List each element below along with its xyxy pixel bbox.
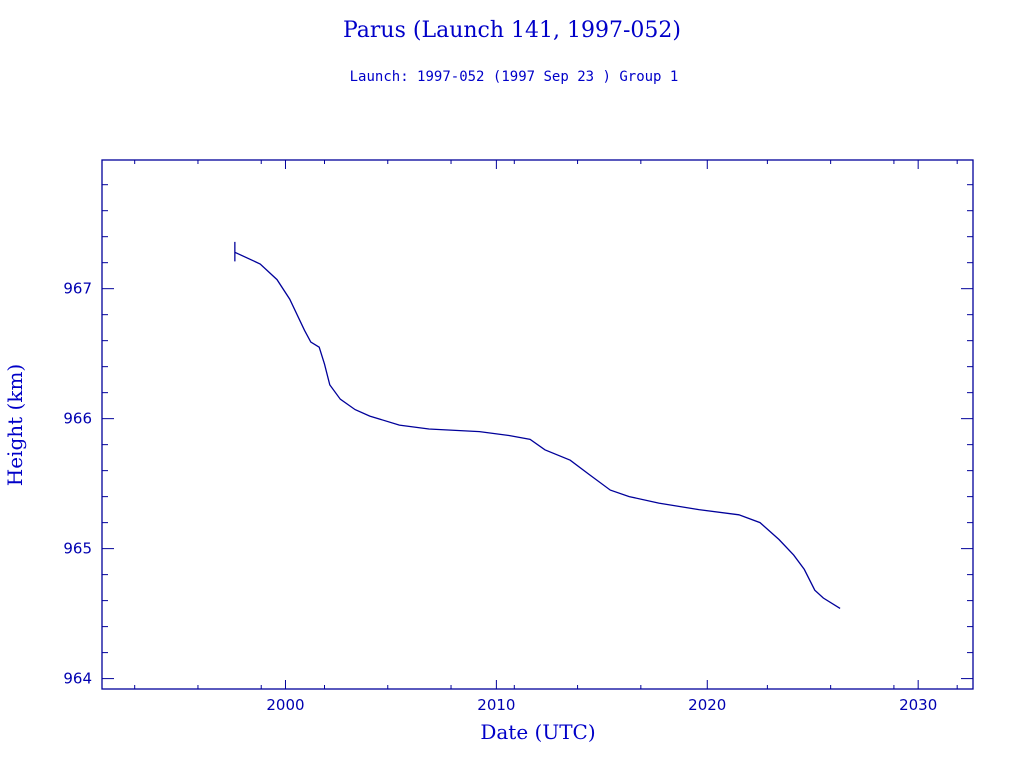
series-line-height (234, 251, 841, 609)
x-axis-label: Date (UTC) (480, 720, 595, 744)
chart-subtitle: Launch: 1997-052 (1997 Sep 23 ) Group 1 (350, 69, 679, 85)
x-tick-labels: 2000 2010 2020 2030 (266, 696, 937, 714)
plot-frame (101, 159, 974, 690)
y-tick-labels: 964 965 966 967 (63, 280, 92, 688)
x-tick-label: 2030 (899, 696, 937, 714)
x-tick-label: 2020 (688, 696, 726, 714)
y-tick-label: 965 (63, 540, 92, 558)
x-tick-label: 2000 (266, 696, 304, 714)
y-tick-label: 967 (63, 280, 92, 298)
y-tick-label: 966 (63, 410, 92, 428)
y-tick-label: 964 (63, 670, 92, 688)
y-axis-label: Height (km) (3, 364, 27, 486)
x-tick-label: 2010 (477, 696, 515, 714)
axis-ticks (102, 160, 973, 689)
chart-title: Parus (Launch 141, 1997-052) (343, 18, 681, 43)
